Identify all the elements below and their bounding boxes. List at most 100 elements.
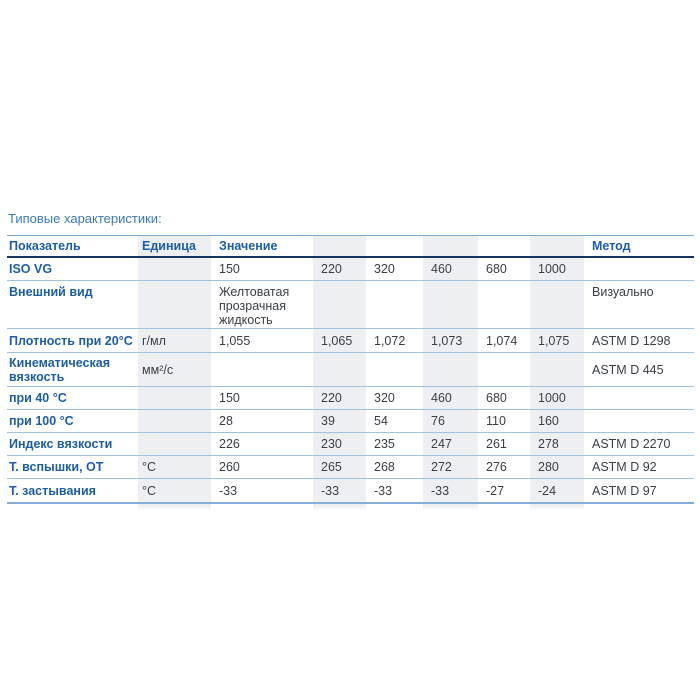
cell-value: 268 [374, 460, 395, 474]
cell-value [478, 281, 530, 328]
row-label: Индекс вязкости [9, 437, 113, 451]
cell-method: ASTM D 2270 [592, 437, 671, 451]
cell-value [313, 281, 366, 328]
cell-method: ASTM D 1298 [592, 333, 671, 348]
header-indicator: Показатель [9, 239, 81, 253]
cell-value: -27 [486, 483, 505, 498]
table-header-row: Показатель Единица Значение Метод [7, 236, 694, 258]
cell-value: 261 [486, 437, 507, 451]
table-row: при 40 °С 150 220 320 460 680 1000 [7, 387, 694, 410]
cell-value: 150 [219, 262, 240, 276]
cell-value [313, 353, 366, 386]
header-spacer [478, 236, 530, 256]
cell-value: 1,055 [219, 333, 251, 348]
cell-value [478, 353, 530, 386]
cell-value: Желтоватая прозрачная жидкость [219, 285, 290, 327]
cell-value: -33 [374, 483, 393, 498]
cell-unit: г/мл [138, 329, 211, 352]
row-label: при 100 °С [9, 414, 74, 428]
band-shadow-cell [138, 504, 211, 511]
cell-value [211, 353, 313, 386]
cell-method: ASTM D 92 [592, 460, 657, 474]
cell-value: 260 [219, 460, 240, 474]
table-row: Индекс вязкости 226 230 235 247 261 278 … [7, 433, 694, 456]
row-label: Внешний вид [9, 285, 93, 299]
cell-method: ASTM D 445 [592, 362, 664, 377]
header-method: Метод [592, 239, 631, 253]
header-spacer [313, 236, 366, 256]
cell-value: 460 [423, 387, 478, 409]
cell-value: 76 [423, 410, 478, 432]
cell-unit: мм²/с [138, 353, 211, 386]
band-shadow [7, 504, 694, 511]
cell-unit [138, 281, 211, 328]
cell-value: 460 [423, 258, 478, 280]
cell-value: 230 [313, 433, 366, 455]
row-label: ISO VG [9, 262, 53, 276]
cell-value: 220 [313, 258, 366, 280]
cell-value: -33 [219, 483, 238, 498]
cell-value: 28 [219, 414, 233, 428]
cell-value: 1,074 [486, 333, 518, 348]
cell-value: 1,075 [530, 329, 584, 352]
cell-value: 150 [219, 391, 240, 405]
row-label: Плотность при 20°С [9, 333, 133, 348]
cell-method [584, 410, 694, 432]
cell-value: 110 [486, 414, 506, 428]
band-shadow-cell [530, 504, 584, 511]
cell-value: 226 [219, 437, 240, 451]
cell-value: 320 [374, 391, 395, 405]
cell-value [423, 281, 478, 328]
cell-value [530, 353, 584, 386]
characteristics-table: Показатель Единица Значение Метод ISO VG… [7, 235, 694, 504]
cell-value: 220 [313, 387, 366, 409]
cell-method: ASTM D 97 [592, 483, 657, 498]
cell-unit [138, 387, 211, 409]
cell-value: 1,065 [313, 329, 366, 352]
cell-value: -33 [313, 479, 366, 502]
band-shadow-cell [423, 504, 478, 511]
table-row: Т. застывания °С -33 -33 -33 -33 -27 -24… [7, 479, 694, 502]
cell-value: 280 [530, 456, 584, 478]
cell-value: 1,072 [374, 333, 406, 348]
cell-value: 680 [486, 391, 507, 405]
cell-value [366, 281, 423, 328]
cell-value: 276 [486, 460, 507, 474]
section-title: Типовые характеристики: [8, 211, 162, 226]
table-row: Т. вспышки, ОТ °С 260 265 268 272 276 28… [7, 456, 694, 479]
cell-value: 1000 [530, 387, 584, 409]
table-row: Кинематическая вязкость мм²/с ASTM D 445 [7, 353, 694, 387]
cell-value: 54 [374, 414, 388, 428]
cell-unit [138, 410, 211, 432]
band-shadow-cell [478, 504, 530, 511]
cell-value: 39 [313, 410, 366, 432]
header-spacer [423, 236, 478, 256]
cell-method: Визуально [592, 285, 654, 299]
row-label: при 40 °С [9, 391, 67, 405]
cell-value: 235 [374, 437, 395, 451]
header-value: Значение [219, 239, 278, 253]
cell-value: 1000 [530, 258, 584, 280]
cell-value: 272 [423, 456, 478, 478]
cell-value: -24 [530, 479, 584, 502]
row-label: Т. вспышки, ОТ [9, 460, 104, 474]
cell-value: 160 [530, 410, 584, 432]
header-spacer [530, 236, 584, 256]
table-row: ISO VG 150 220 320 460 680 1000 [7, 258, 694, 281]
row-label: Кинематическая вязкость [9, 355, 110, 384]
cell-unit [138, 258, 211, 280]
datasheet-section: Типовые характеристики: Показатель Едини… [7, 211, 694, 511]
band-shadow-cell [584, 504, 694, 511]
table-row: Внешний вид Желтоватая прозрачная жидкос… [7, 281, 694, 329]
cell-unit: °С [138, 479, 211, 502]
header-unit: Единица [138, 236, 211, 256]
cell-unit [138, 433, 211, 455]
cell-value [366, 353, 423, 386]
cell-value [423, 353, 478, 386]
cell-value: -33 [423, 479, 478, 502]
cell-value: 1,073 [423, 329, 478, 352]
cell-value: 265 [313, 456, 366, 478]
cell-method [584, 258, 694, 280]
header-spacer [366, 236, 423, 256]
cell-value: 320 [374, 262, 395, 276]
